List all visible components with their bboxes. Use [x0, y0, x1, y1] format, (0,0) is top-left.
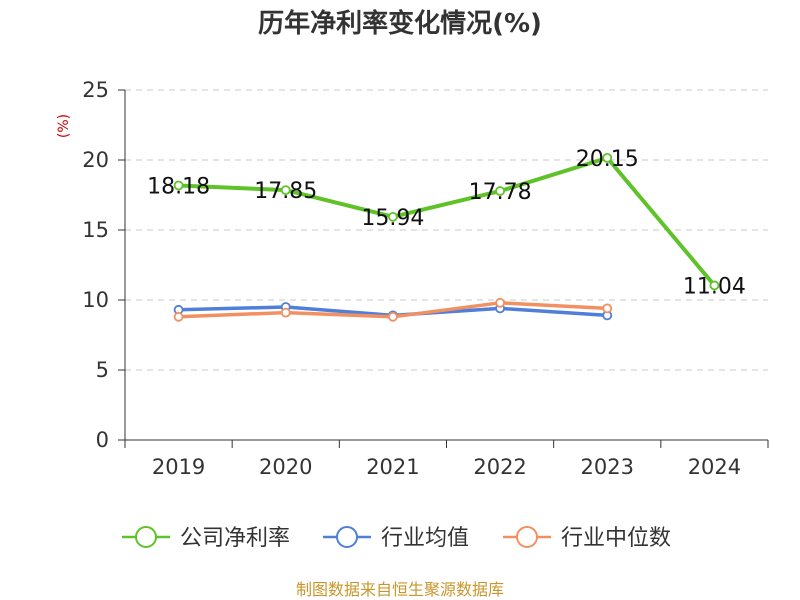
source-note: 制图数据来自恒生聚源数据库 [296, 580, 504, 599]
legend-marker [516, 526, 538, 548]
x-tick-label: 2024 [688, 455, 741, 479]
data-point [495, 297, 505, 308]
x-tick-label: 2019 [152, 455, 205, 479]
y-tick-label: 15 [82, 218, 109, 242]
data-point [173, 311, 184, 322]
data-point [602, 152, 613, 163]
y-tick-label: 10 [82, 288, 109, 312]
x-tick-label: 2022 [473, 455, 526, 479]
legend-item-0: 公司净利率 [122, 526, 290, 551]
data-point [495, 186, 505, 196]
x-tick-label: 2020 [259, 455, 312, 479]
x-tick-label: 2023 [581, 455, 634, 479]
series-line [178, 155, 716, 287]
legend-label: 行业中位数 [561, 526, 671, 551]
data-point [280, 185, 291, 196]
data-label: 18.18 [147, 174, 210, 199]
data-label: 15.94 [361, 206, 424, 231]
y-tick-label: 0 [96, 428, 109, 452]
series-0 [173, 152, 720, 291]
grid-lines [125, 89, 768, 371]
data-label: 20.15 [576, 147, 639, 172]
series-layer [173, 152, 720, 322]
data-label: 17.85 [254, 179, 317, 204]
data-point [602, 303, 613, 314]
y-tick-label: 25 [82, 78, 109, 102]
series-2 [173, 297, 613, 322]
legend-marker [135, 526, 157, 548]
x-tick-label: 2021 [366, 455, 419, 479]
legend-marker [336, 526, 358, 548]
data-label: 11.04 [683, 274, 746, 299]
legend-label: 行业均值 [381, 526, 469, 551]
y-tick-label: 5 [96, 358, 109, 382]
chart-title: 历年净利率变化情况(%) [258, 8, 542, 39]
data-point [709, 280, 720, 291]
axes: 0 5 10 15 20 25 2019 2020 2021 2022 2023 2024 [82, 78, 769, 479]
y-tick-label: 20 [82, 148, 109, 172]
data-point [280, 307, 291, 318]
legend-label: 公司净利率 [180, 526, 290, 551]
legend: 公司净利率 行业均值 行业中位数 [122, 526, 671, 551]
data-label: 17.78 [469, 180, 532, 205]
data-labels: 18.18 17.85 15.94 17.78 20.15 11.04 [147, 147, 746, 300]
data-point [388, 211, 398, 222]
y-axis-unit: (%) [56, 114, 72, 138]
legend-item-1: 行业均值 [323, 526, 469, 551]
data-point [173, 180, 184, 191]
data-point [388, 311, 398, 322]
legend-item-2: 行业中位数 [503, 526, 671, 551]
